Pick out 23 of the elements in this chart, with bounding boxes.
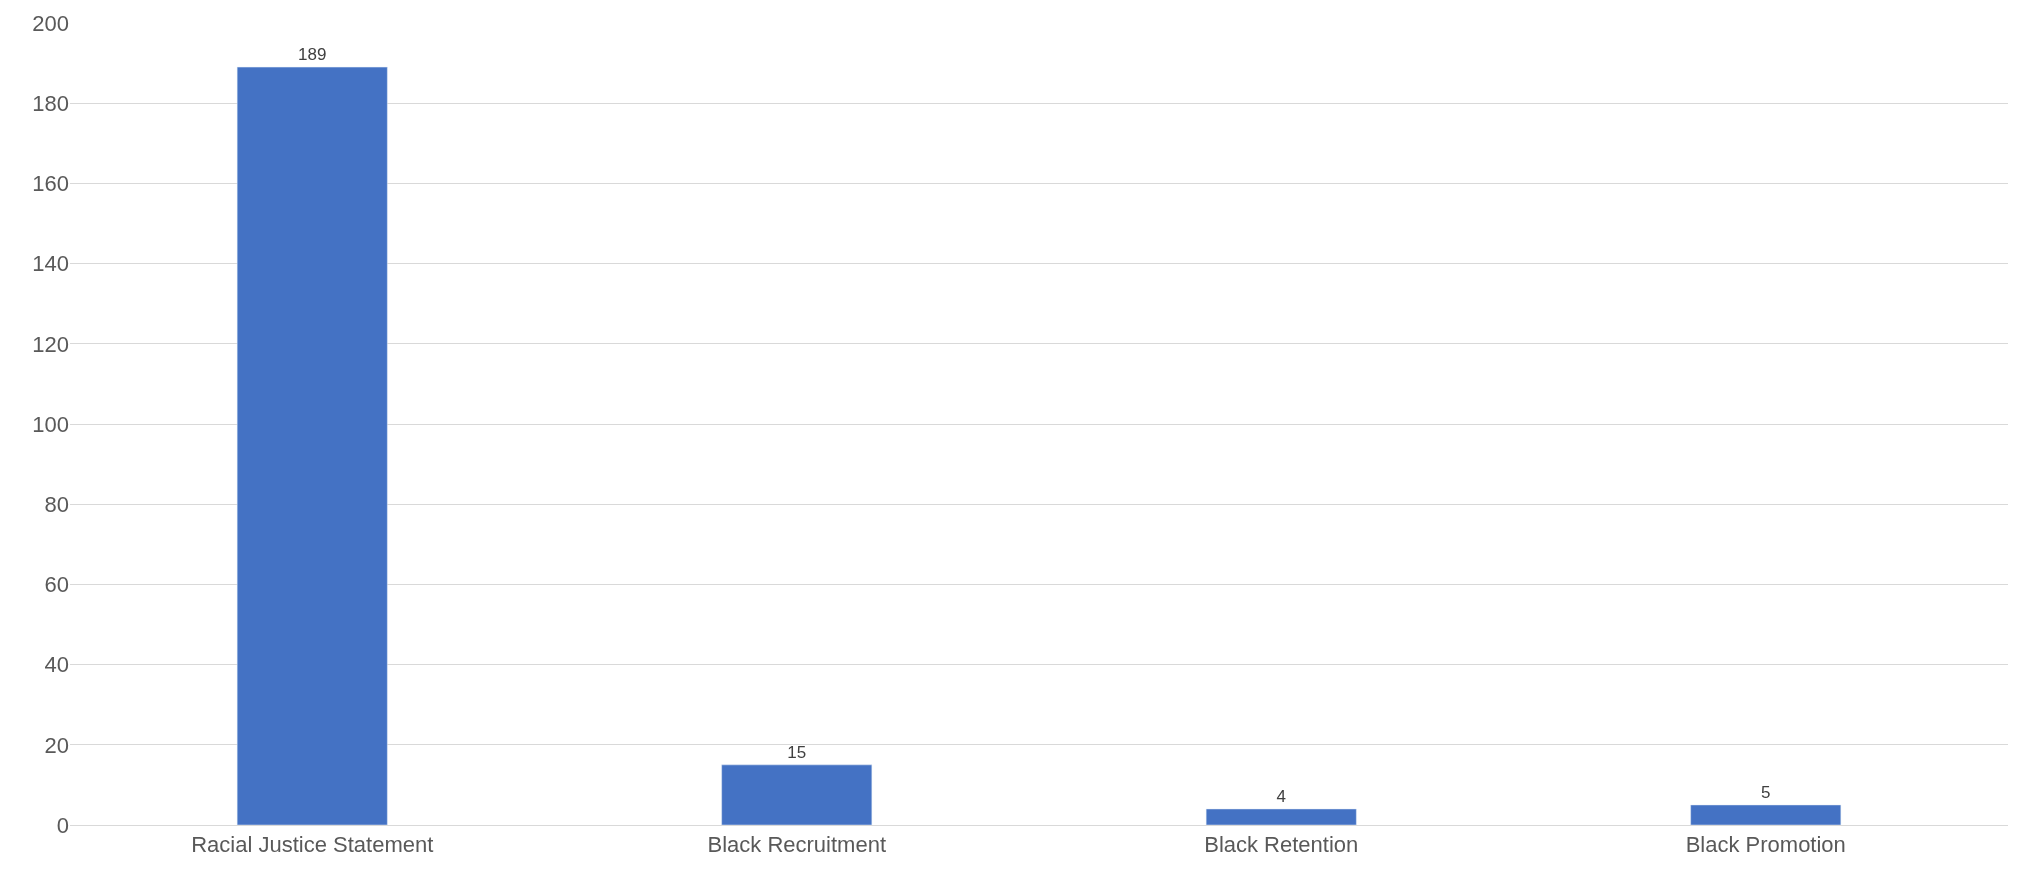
y-tick-label: 140 — [32, 251, 69, 277]
y-tick-label: 80 — [44, 491, 69, 517]
y-tick-label: 180 — [32, 90, 69, 116]
x-tick-label: Black Recruitment — [707, 832, 887, 858]
data-label: 15 — [787, 742, 807, 762]
data-label: 5 — [1761, 782, 1771, 802]
bar — [1205, 808, 1357, 825]
x-tick-label: Black Retention — [1204, 832, 1359, 858]
y-tick-label: 160 — [32, 171, 69, 197]
y-tick-label: 20 — [44, 732, 69, 758]
y-tick-label: 0 — [56, 812, 69, 838]
x-tick-label: Black Promotion — [1685, 832, 1846, 858]
data-label: 189 — [298, 45, 327, 65]
y-tick-label: 200 — [32, 10, 69, 36]
bar — [236, 66, 388, 825]
x-tick-label: Racial Justice Statement — [191, 832, 434, 858]
y-tick-label: 100 — [32, 411, 69, 437]
bar — [1690, 804, 1842, 825]
y-tick-label: 60 — [44, 572, 69, 598]
y-tick-label: 120 — [32, 331, 69, 357]
data-label: 4 — [1276, 786, 1286, 806]
bar — [721, 764, 873, 825]
y-tick-label: 40 — [44, 652, 69, 678]
